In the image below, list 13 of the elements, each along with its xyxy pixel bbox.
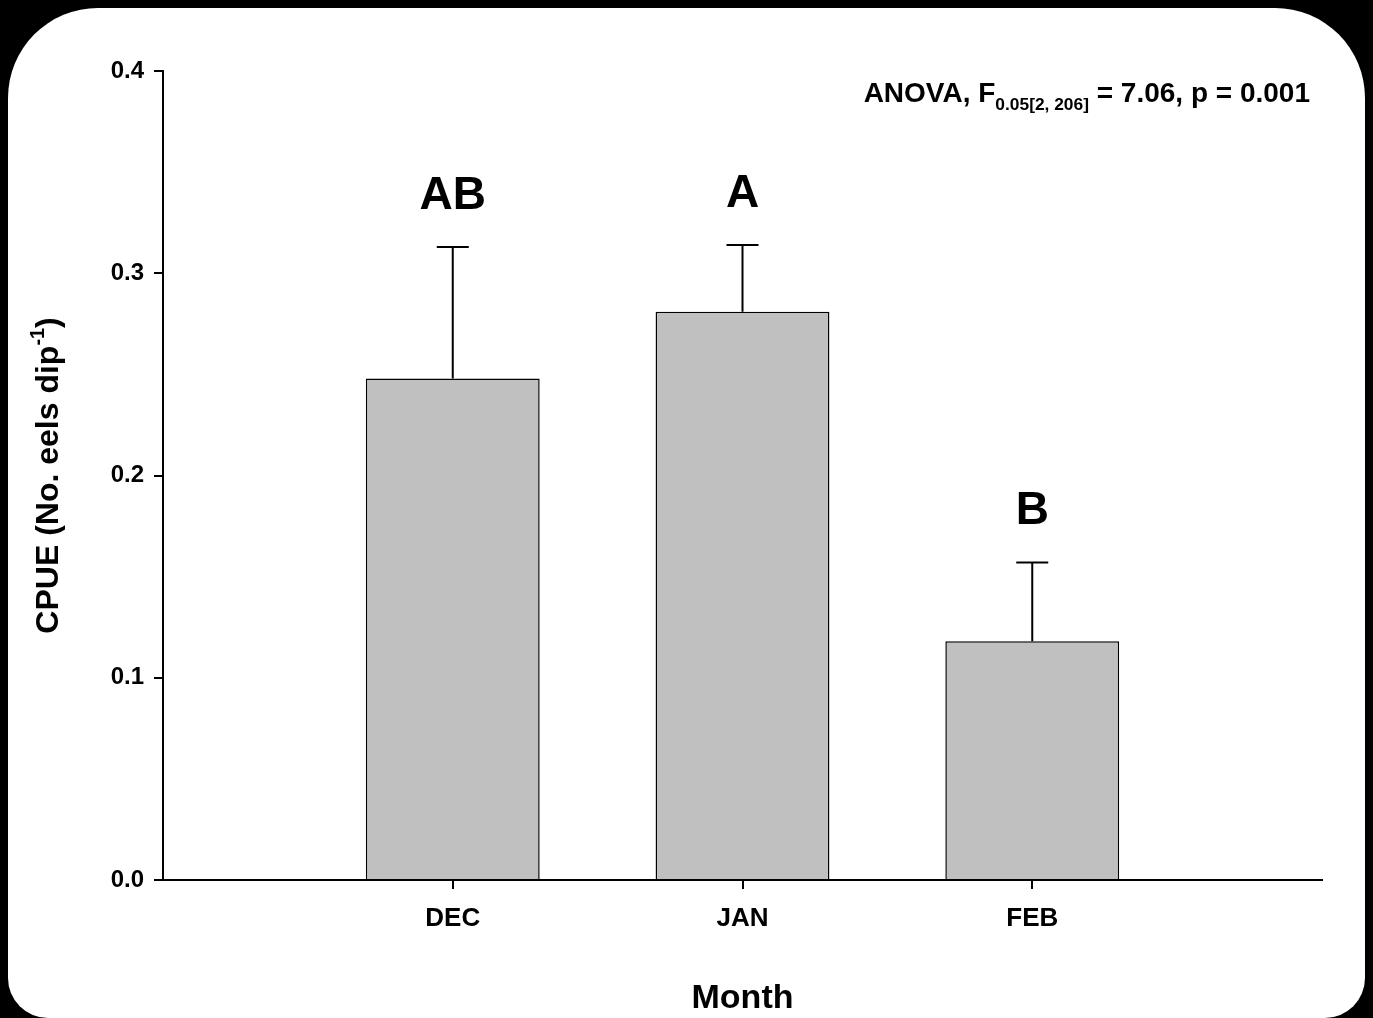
y-tick-label: 0.2 [110,460,144,488]
y-tick-label: 0.1 [110,662,144,690]
x-axis-title: Month [691,977,794,1015]
y-tick-label: 0.4 [110,55,145,83]
annotation: B [1015,482,1049,535]
y-tick-label: 0.0 [110,864,144,892]
y-axis-title: CPUE (No. eels dip-1) [25,317,65,634]
annotation: AB [419,166,486,219]
x-tick-label: JAN [716,901,769,932]
x-tick-label: FEB [1006,901,1059,932]
y-tick-label: 0.3 [110,257,144,285]
annotation: A [725,164,760,217]
x-tick-label: DEC [425,901,481,932]
